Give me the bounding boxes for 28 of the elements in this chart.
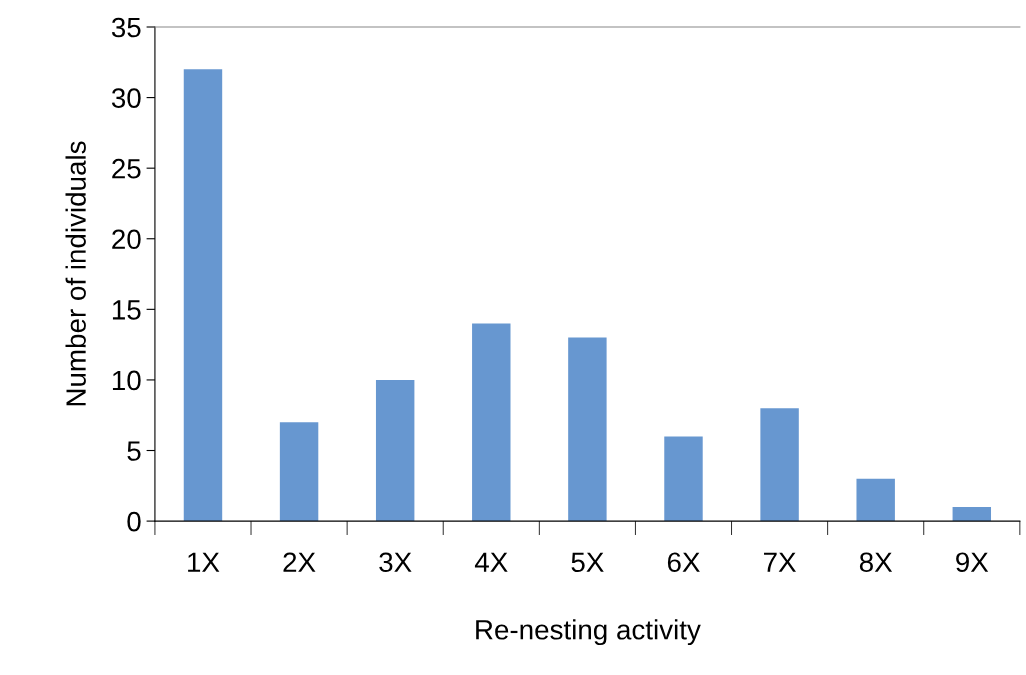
y-tick-label: 20 xyxy=(112,229,141,250)
x-tick-label: 7X xyxy=(764,552,796,572)
bar xyxy=(279,422,319,522)
bar xyxy=(183,69,223,522)
bar xyxy=(375,379,415,522)
bar xyxy=(472,323,511,522)
bar xyxy=(856,478,895,522)
y-axis-title: Number of individuals xyxy=(65,141,86,406)
y-tick-label: 25 xyxy=(112,158,141,179)
y-tick-label: 35 xyxy=(111,17,141,38)
bar xyxy=(664,436,703,522)
x-tick-label: 1X xyxy=(188,552,220,572)
y-tick-label: 0 xyxy=(127,511,141,532)
x-tick-label: 4X xyxy=(474,552,508,572)
x-tick-label: 2X xyxy=(283,552,316,572)
x-tick-label: 6X xyxy=(667,552,700,573)
x-tick-label: 5X xyxy=(571,552,604,573)
y-tick-label: 5 xyxy=(127,441,141,461)
bar xyxy=(760,408,799,522)
y-tick-label: 30 xyxy=(111,88,141,108)
bar xyxy=(952,506,992,522)
x-tick-label: 9X xyxy=(956,552,989,573)
x-tick-label: 3X xyxy=(379,552,412,573)
bar xyxy=(568,337,607,522)
y-tick-label: 15 xyxy=(112,300,141,320)
y-tick-label: 10 xyxy=(112,370,141,391)
x-tick-label: 8X xyxy=(859,552,893,573)
x-axis-title: Re-nesting activity xyxy=(476,619,701,646)
